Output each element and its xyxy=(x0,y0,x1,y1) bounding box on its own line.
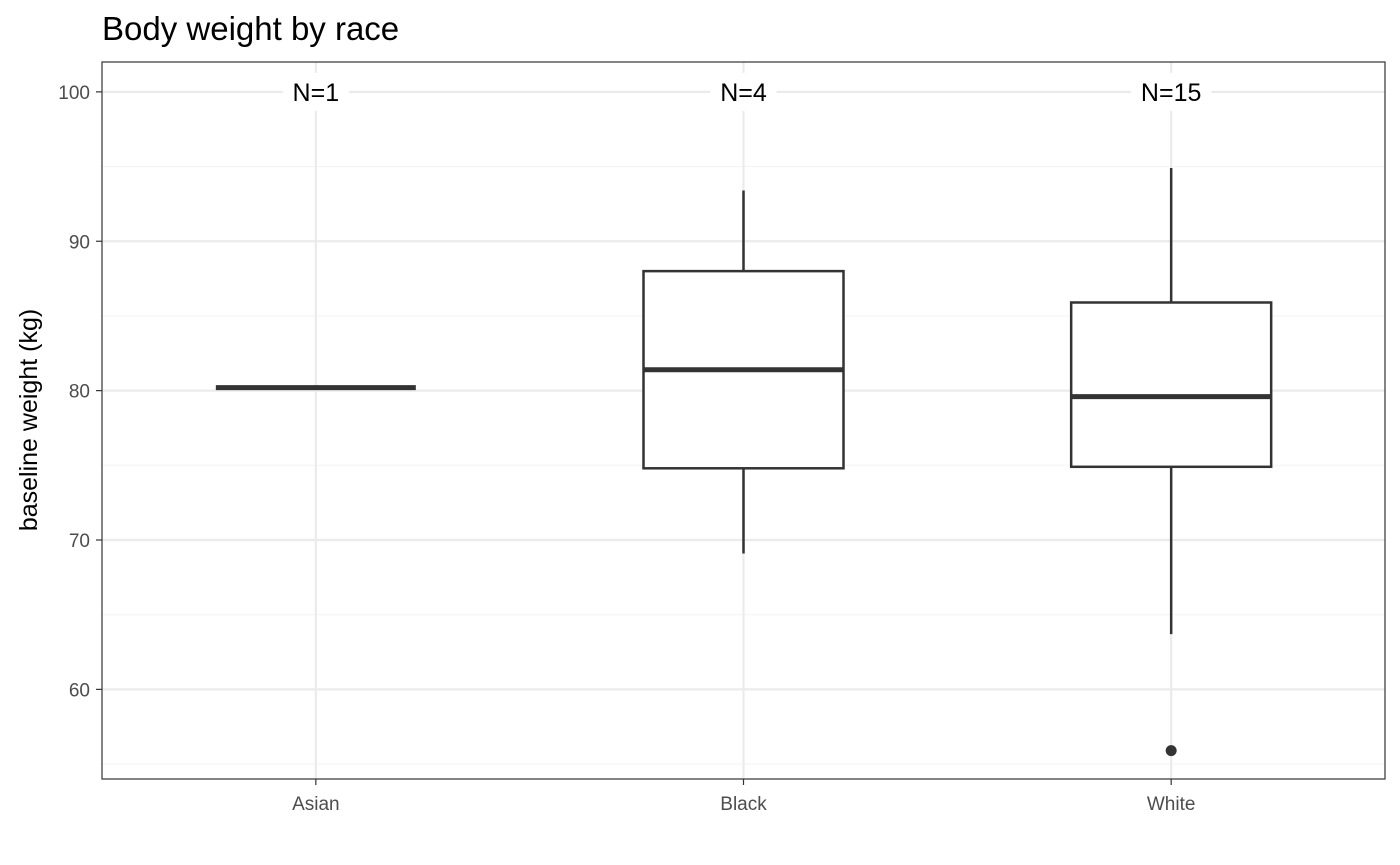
boxes xyxy=(215,168,1273,757)
y-tick-label: 100 xyxy=(58,83,90,104)
box-iqr xyxy=(1069,301,1273,469)
n-label-bg xyxy=(710,72,777,111)
x-tick-label: Black xyxy=(720,794,767,815)
x-tick-label: White xyxy=(1147,794,1196,815)
n-label-bg xyxy=(282,72,349,111)
n-label: N=4 xyxy=(720,79,767,107)
n-labels: N=1 N=4 N=15 xyxy=(282,72,1212,111)
chart-title: Body weight by race xyxy=(102,10,399,47)
y-tick-label: 60 xyxy=(69,680,90,701)
box-black xyxy=(642,190,845,554)
n-label: N=1 xyxy=(293,79,340,107)
axes: 60 70 80 90 100 Asian Black White xyxy=(58,83,1195,815)
y-tick-label: 90 xyxy=(69,232,90,253)
y-axis-title: baseline weight (kg) xyxy=(15,309,43,531)
box-white xyxy=(1069,168,1273,757)
y-tick-label: 70 xyxy=(69,531,90,552)
n-label-bg xyxy=(1131,72,1212,111)
outlier-point xyxy=(1165,745,1177,757)
x-tick-label: Asian xyxy=(292,794,340,815)
n-label: N=15 xyxy=(1141,79,1201,107)
y-tick-label: 80 xyxy=(69,382,90,403)
